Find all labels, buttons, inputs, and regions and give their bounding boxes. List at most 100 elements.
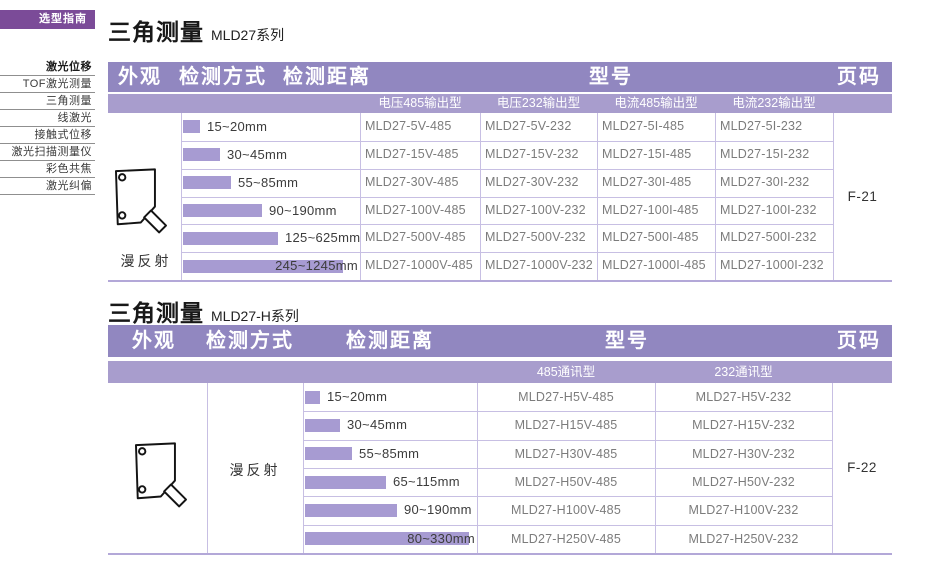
model-cell: MLD27-500I-485 bbox=[602, 230, 699, 245]
col-header-method: 检测方式 bbox=[206, 330, 294, 352]
table-mld27h: 外观 检测方式 检测距离 型号 页码 485通讯型 232通讯型 15~20mm M… bbox=[108, 325, 892, 555]
model-cell: MLD27-H15V-232 bbox=[692, 418, 795, 433]
range-bar bbox=[183, 203, 262, 217]
model-cell: MLD27-H30V-485 bbox=[514, 446, 618, 461]
col-header-distance: 检测距离 bbox=[283, 66, 371, 88]
col-header-model: 型号 bbox=[605, 330, 649, 352]
sidebar-item-5[interactable]: 激光扫描测量仪 bbox=[0, 144, 95, 161]
model-cell: MLD27-500I-232 bbox=[720, 230, 817, 245]
model-cell: MLD27-1000I-232 bbox=[720, 258, 824, 273]
section1-title-text: 三角测量 bbox=[108, 19, 204, 45]
row-divider bbox=[181, 168, 833, 170]
range-bar bbox=[183, 148, 220, 162]
range-bar bbox=[305, 390, 320, 404]
model-cell: MLD27-30I-232 bbox=[720, 174, 810, 189]
row-divider bbox=[303, 468, 832, 469]
model-cell: MLD27-100I-232 bbox=[720, 202, 817, 217]
model-cell: MLD27-500V-485 bbox=[365, 230, 466, 245]
range-bar bbox=[305, 418, 340, 432]
column-divider bbox=[832, 383, 833, 553]
model-cell: MLD27-H5V-485 bbox=[518, 390, 614, 404]
range-label: 90~190mm bbox=[269, 202, 337, 218]
range-bar bbox=[305, 503, 397, 517]
distance-cell: 90~190mm bbox=[303, 496, 477, 524]
range-bar bbox=[183, 120, 200, 134]
range-label: 15~20mm bbox=[207, 119, 268, 134]
range-label: 30~45mm bbox=[347, 417, 408, 433]
distance-cell: 245~1245mm bbox=[181, 252, 360, 280]
range-label: 90~190mm bbox=[404, 502, 472, 518]
section1-series: MLD27系列 bbox=[211, 27, 285, 43]
subheader-label: 电流485输出型 bbox=[614, 96, 698, 110]
page-cell: F-22 bbox=[847, 460, 877, 475]
range-label: 125~625mm bbox=[285, 230, 361, 246]
range-label: 65~115mm bbox=[393, 474, 460, 489]
col-header-model: 型号 bbox=[589, 66, 633, 88]
section1-title: 三角测量 MLD27系列 bbox=[108, 13, 284, 47]
model-cell: MLD27-30I-485 bbox=[602, 174, 692, 189]
sidebar-item-2[interactable]: 三角测量 bbox=[0, 93, 95, 110]
sensor-outline-icon bbox=[108, 163, 170, 248]
col-header-page: 页码 bbox=[837, 330, 881, 352]
distance-cell: 125~625mm bbox=[181, 224, 360, 252]
model-cell: MLD27-1000V-232 bbox=[485, 258, 593, 273]
distance-cell: 55~85mm bbox=[181, 169, 360, 197]
range-label: 55~85mm bbox=[359, 445, 420, 461]
section2-title: 三角测量 MLD27-H系列 bbox=[108, 294, 299, 328]
model-cell: MLD27-100V-485 bbox=[365, 202, 466, 217]
distance-cell: 90~190mm bbox=[181, 197, 360, 225]
range-label: 55~85mm bbox=[238, 174, 299, 190]
model-cell: MLD27-1000I-485 bbox=[602, 258, 706, 273]
table1-header: 外观 检测方式 检测距离 型号 页码 bbox=[108, 62, 892, 92]
sidebar-item-6[interactable]: 彩色共焦 bbox=[0, 161, 95, 178]
distance-cell: 30~45mm bbox=[303, 411, 477, 439]
model-cell: MLD27-15V-232 bbox=[485, 146, 579, 161]
range-bar bbox=[183, 259, 343, 273]
range-bar bbox=[183, 176, 231, 190]
row-divider bbox=[181, 140, 833, 142]
table-bottom-border bbox=[108, 280, 892, 282]
model-cell: MLD27-5I-485 bbox=[602, 119, 685, 133]
row-divider bbox=[181, 224, 833, 226]
sidebar-item-3[interactable]: 线激光 bbox=[0, 110, 95, 127]
sidebar-item-0[interactable]: 激光位移 bbox=[0, 59, 95, 76]
subheader-label: 电流232输出型 bbox=[732, 96, 816, 110]
range-bar bbox=[305, 532, 469, 546]
model-cell: MLD27-5V-485 bbox=[365, 119, 452, 133]
model-cell: MLD27-H30V-232 bbox=[692, 446, 795, 461]
table-mld27: 外观 检测方式 检测距离 型号 页码 电压485输出型 电压232输出型 电流485… bbox=[108, 62, 892, 282]
model-cell: MLD27-15V-485 bbox=[365, 146, 459, 161]
row-divider bbox=[181, 252, 833, 254]
range-bar bbox=[305, 475, 386, 489]
row-divider bbox=[303, 411, 832, 413]
subheader-label: 电压485输出型 bbox=[378, 96, 462, 110]
col-header-distance: 检测距离 bbox=[346, 330, 434, 352]
column-divider bbox=[207, 383, 208, 553]
model-cell: MLD27-100I-485 bbox=[602, 202, 699, 217]
model-cell: MLD27-500V-232 bbox=[485, 230, 586, 245]
sidebar-item-4[interactable]: 接触式位移 bbox=[0, 127, 95, 144]
section2-series: MLD27-H系列 bbox=[211, 308, 299, 324]
distance-cell: 15~20mm bbox=[303, 383, 477, 411]
model-cell: MLD27-30V-232 bbox=[485, 174, 579, 189]
model-cell: MLD27-1000V-485 bbox=[365, 258, 473, 273]
sidebar-item-1[interactable]: TOF激光测量 bbox=[0, 76, 95, 93]
detection-method-value: 漫反射 bbox=[229, 462, 281, 478]
range-label: 15~20mm bbox=[327, 389, 388, 404]
sidebar-tab-selection-guide[interactable]: 选型指南 bbox=[0, 10, 95, 29]
range-label: 245~1245mm bbox=[275, 258, 358, 274]
col-header-page: 页码 bbox=[837, 66, 881, 88]
sidebar-item-7[interactable]: 激光纠偏 bbox=[0, 178, 95, 195]
model-cell: MLD27-5V-232 bbox=[485, 119, 572, 133]
table1-subheader: 电压485输出型 电压232输出型 电流485输出型 电流232输出型 bbox=[108, 94, 892, 113]
range-label: 30~45mm bbox=[227, 146, 288, 162]
range-label: 80~330mm bbox=[407, 530, 475, 546]
col-header-appearance: 外观 bbox=[118, 66, 162, 88]
model-cell: MLD27-100V-232 bbox=[485, 202, 586, 217]
page-cell: F-21 bbox=[847, 189, 878, 204]
section2-title-text: 三角测量 bbox=[108, 300, 204, 326]
distance-cell: 15~20mm bbox=[181, 113, 360, 141]
column-divider bbox=[833, 113, 834, 280]
table-bottom-border bbox=[108, 553, 892, 555]
